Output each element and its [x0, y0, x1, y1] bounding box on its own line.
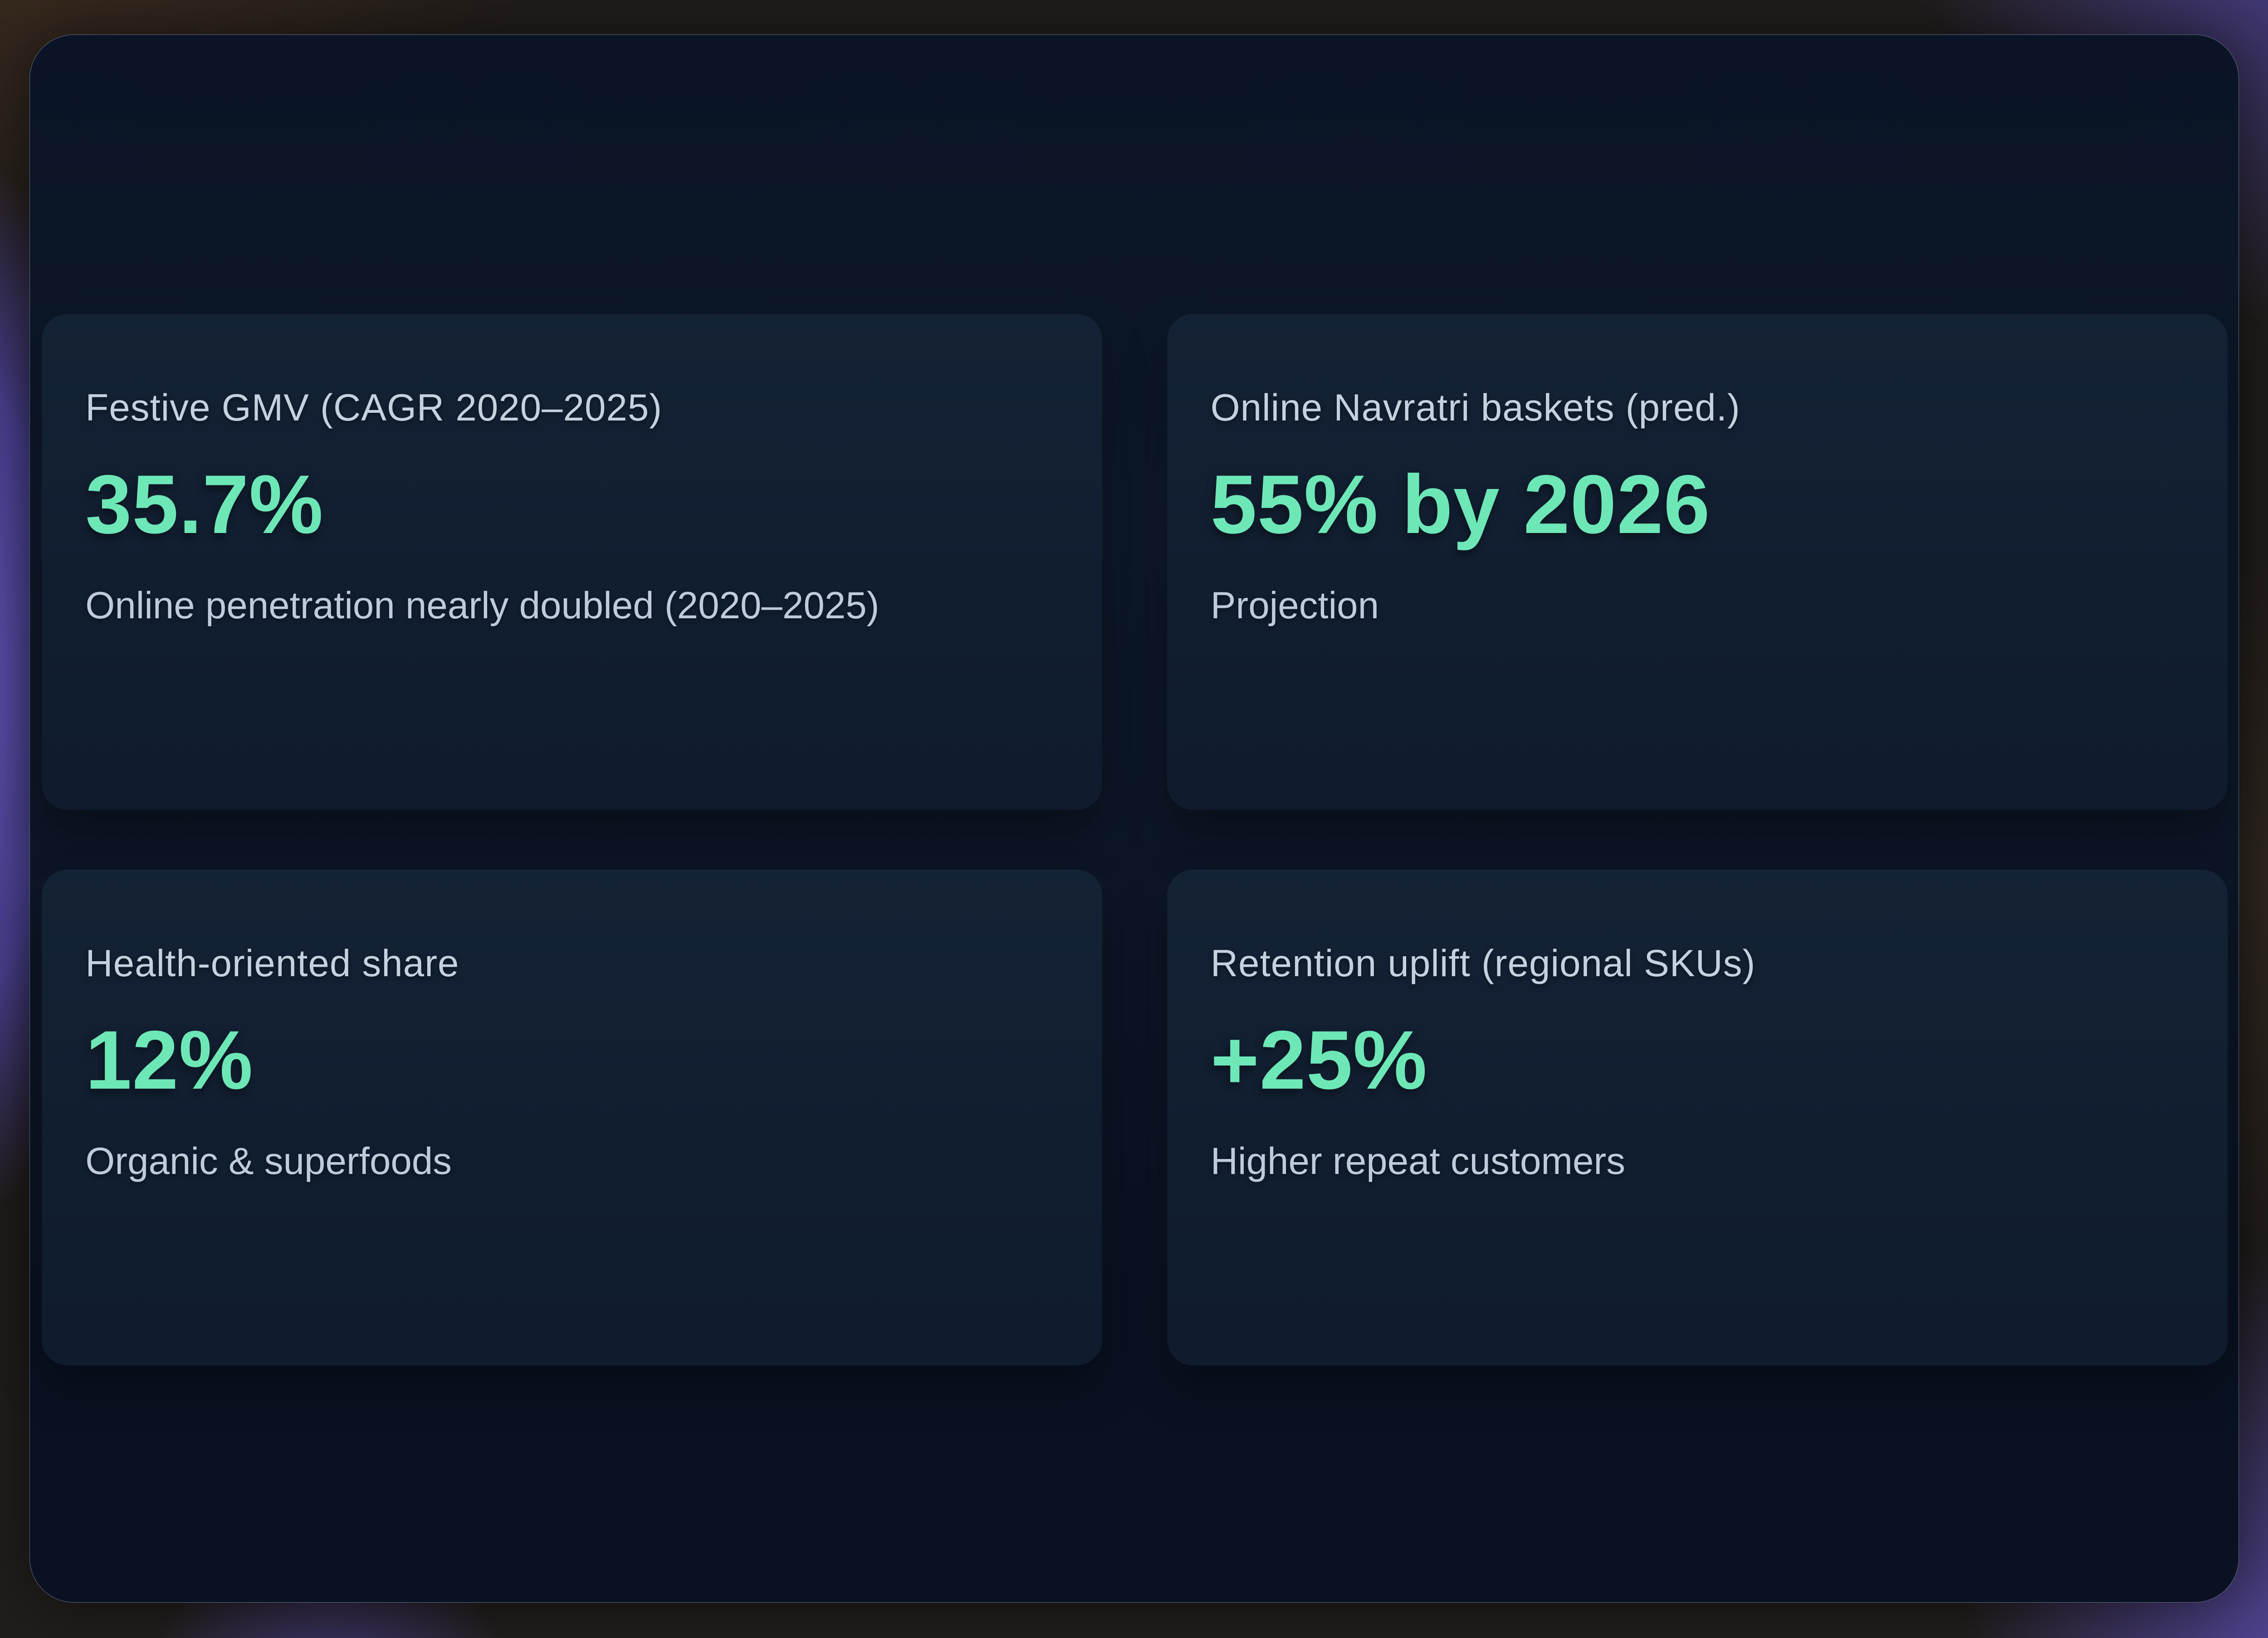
- stat-card-retention-uplift: Retention uplift (regional SKUs) +25% Hi…: [1167, 869, 2228, 1366]
- stat-card-health-share: Health-oriented share 12% Organic & supe…: [42, 869, 1103, 1366]
- stat-card-festive-gmv: Festive GMV (CAGR 2020–2025) 35.7% Onlin…: [42, 313, 1103, 810]
- stat-card-navratri-baskets: Online Navratri baskets (pred.) 55% by 2…: [1167, 313, 2228, 810]
- stat-card-description: Organic & superfoods: [85, 1139, 452, 1182]
- stat-card-description: Projection: [1210, 583, 1379, 626]
- stat-card-label: Festive GMV (CAGR 2020–2025): [85, 386, 663, 429]
- stat-card-description: Online penetration nearly doubled (2020–…: [85, 583, 880, 626]
- stat-card-label: Online Navratri baskets (pred.): [1210, 386, 1740, 429]
- stat-card-value: 35.7%: [85, 458, 324, 551]
- stat-card-value: 55% by 2026: [1210, 458, 1711, 551]
- stat-card-description: Higher repeat customers: [1210, 1139, 1625, 1182]
- stat-card-value: +25%: [1210, 1013, 1427, 1107]
- stat-card-label: Health-oriented share: [85, 941, 459, 984]
- stats-panel: Festive GMV (CAGR 2020–2025) 35.7% Onlin…: [29, 34, 2239, 1603]
- stats-grid: Festive GMV (CAGR 2020–2025) 35.7% Onlin…: [42, 313, 2228, 1366]
- stat-card-value: 12%: [85, 1013, 254, 1107]
- stat-card-label: Retention uplift (regional SKUs): [1210, 941, 1756, 984]
